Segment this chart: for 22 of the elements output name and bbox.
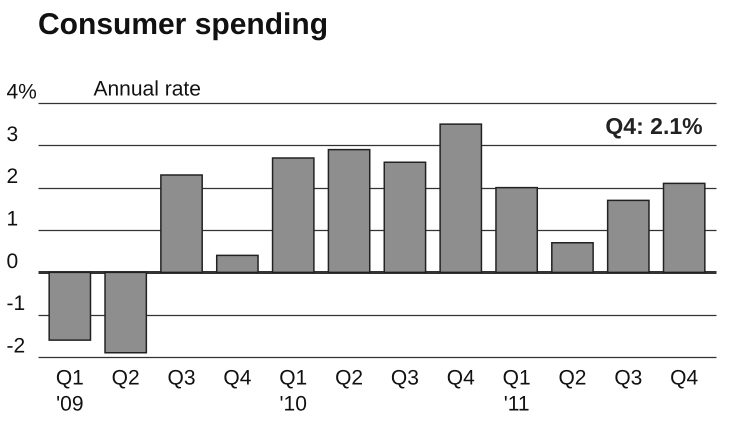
y-tick-label: 3 (6, 122, 18, 146)
annotation: Q4: 2.1% (605, 113, 703, 139)
x-tick-label: Q3 (390, 366, 419, 390)
x-tick-label: Q1 '10 (279, 366, 308, 416)
y-tick-label: 4% (6, 80, 37, 104)
x-tick-label: Q4 (446, 366, 476, 390)
x-tick-label: Q3 (614, 366, 642, 390)
x-tick-label: Q2 (335, 366, 364, 390)
chart-title: Consumer spending (38, 8, 328, 41)
y-tick-label: 2 (6, 165, 18, 188)
y-tick-label: 1 (6, 208, 18, 230)
x-tick-label: Q1 '09 (56, 366, 84, 416)
x-tick-label: Q4 (670, 366, 698, 390)
y-tick-label: -2 (6, 334, 26, 358)
x-tick-label: Q2 (112, 366, 140, 390)
y-tick-label: 0 (6, 250, 18, 273)
x-tick-label: Q4 (223, 366, 252, 390)
x-tick-label: Q2 (558, 366, 586, 390)
y-axis-title: Annual rate (94, 78, 201, 100)
x-tick-label: Q1 '11 (502, 366, 531, 416)
y-tick-label: -1 (6, 292, 26, 316)
x-tick-label: Q3 (168, 366, 196, 390)
